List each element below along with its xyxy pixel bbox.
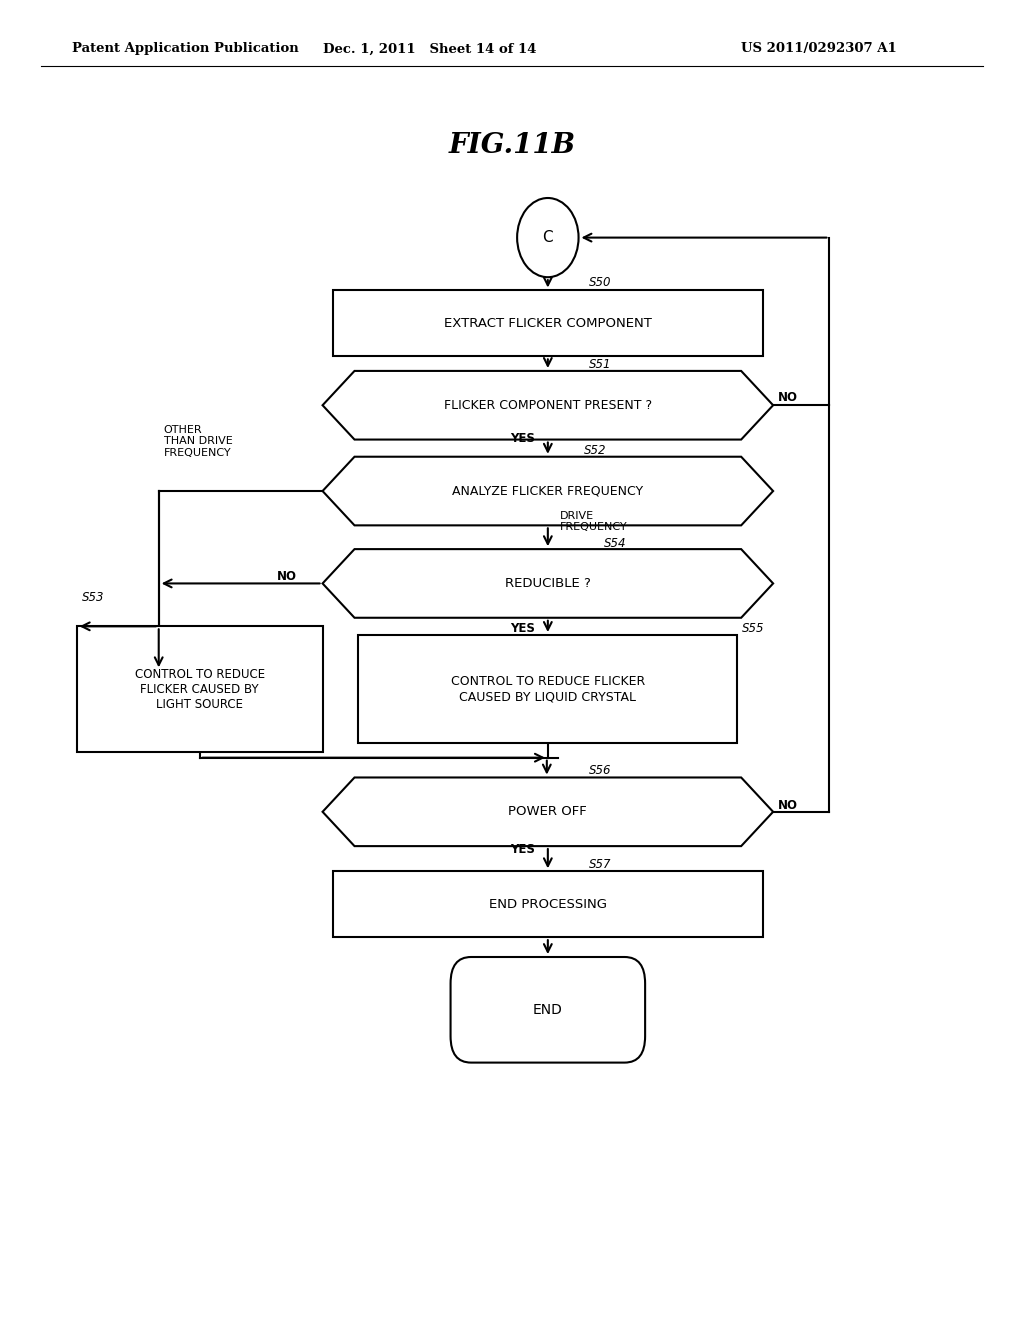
Text: S55: S55	[742, 622, 765, 635]
Polygon shape	[323, 457, 773, 525]
Circle shape	[517, 198, 579, 277]
FancyBboxPatch shape	[333, 871, 763, 937]
Text: YES: YES	[510, 622, 535, 635]
Text: S50: S50	[589, 276, 611, 289]
FancyBboxPatch shape	[77, 627, 323, 752]
Text: POWER OFF: POWER OFF	[509, 805, 587, 818]
Text: ANALYZE FLICKER FREQUENCY: ANALYZE FLICKER FREQUENCY	[453, 484, 643, 498]
Text: Dec. 1, 2011   Sheet 14 of 14: Dec. 1, 2011 Sheet 14 of 14	[324, 42, 537, 55]
FancyBboxPatch shape	[451, 957, 645, 1063]
Text: S56: S56	[589, 764, 611, 777]
Text: NO: NO	[276, 570, 297, 583]
Text: C: C	[543, 230, 553, 246]
Text: YES: YES	[510, 843, 535, 855]
Text: NO: NO	[778, 391, 799, 404]
Text: EXTRACT FLICKER COMPONENT: EXTRACT FLICKER COMPONENT	[443, 317, 652, 330]
Text: DRIVE
FREQUENCY: DRIVE FREQUENCY	[560, 511, 628, 532]
Text: Patent Application Publication: Patent Application Publication	[72, 42, 298, 55]
Polygon shape	[323, 371, 773, 440]
Text: S54: S54	[604, 537, 627, 550]
Text: CONTROL TO REDUCE FLICKER
CAUSED BY LIQUID CRYSTAL: CONTROL TO REDUCE FLICKER CAUSED BY LIQU…	[451, 675, 645, 704]
Text: S57: S57	[589, 858, 611, 871]
FancyBboxPatch shape	[358, 635, 737, 743]
Text: FIG.11B: FIG.11B	[449, 132, 575, 158]
Text: REDUCIBLE ?: REDUCIBLE ?	[505, 577, 591, 590]
Polygon shape	[323, 549, 773, 618]
Text: YES: YES	[510, 433, 535, 445]
Text: S51: S51	[589, 358, 611, 371]
Text: US 2011/0292307 A1: US 2011/0292307 A1	[741, 42, 897, 55]
Text: S52: S52	[584, 444, 606, 457]
Text: FLICKER COMPONENT PRESENT ?: FLICKER COMPONENT PRESENT ?	[443, 399, 652, 412]
Text: NO: NO	[778, 799, 799, 812]
Text: S53: S53	[82, 591, 104, 603]
Text: CONTROL TO REDUCE
FLICKER CAUSED BY
LIGHT SOURCE: CONTROL TO REDUCE FLICKER CAUSED BY LIGH…	[134, 668, 265, 710]
Text: END: END	[532, 1003, 563, 1016]
Text: OTHER
THAN DRIVE
FREQUENCY: OTHER THAN DRIVE FREQUENCY	[164, 425, 232, 458]
Polygon shape	[323, 777, 773, 846]
FancyBboxPatch shape	[333, 290, 763, 356]
Text: END PROCESSING: END PROCESSING	[488, 898, 607, 911]
